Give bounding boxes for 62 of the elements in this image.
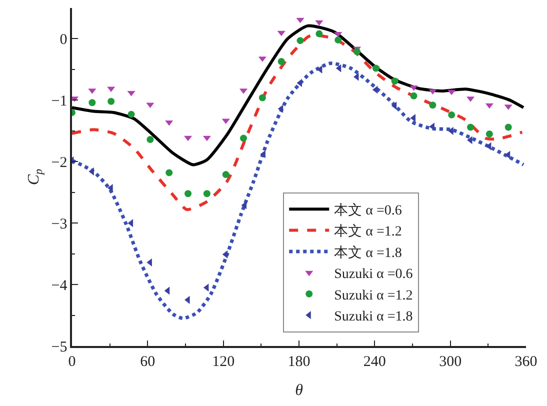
point xyxy=(240,134,248,142)
y-tick-label: −4 xyxy=(51,278,68,294)
point xyxy=(372,86,378,94)
point xyxy=(504,124,512,131)
point xyxy=(296,37,304,44)
point xyxy=(334,36,342,44)
y-tick-label: −1 xyxy=(51,93,68,110)
point xyxy=(467,124,474,131)
y-tick-label: −3 xyxy=(51,216,68,232)
legend-label: 本文 α =1.2 xyxy=(334,224,402,240)
point xyxy=(146,136,154,144)
y-tick-label: −5 xyxy=(51,339,68,356)
point xyxy=(88,99,96,106)
point xyxy=(258,94,266,102)
point xyxy=(448,90,456,96)
point xyxy=(354,48,361,56)
point xyxy=(203,190,210,198)
point xyxy=(107,86,116,92)
point xyxy=(222,250,228,258)
x-tick-label: 180 xyxy=(288,354,310,370)
x-tick-label: 300 xyxy=(439,354,462,370)
point xyxy=(485,103,494,109)
x-tick-label: 240 xyxy=(363,354,386,370)
line-series xyxy=(72,62,526,320)
point xyxy=(202,136,211,142)
point xyxy=(336,64,342,72)
point xyxy=(72,96,79,102)
legend-label: 本文 α =1.8 xyxy=(334,244,402,261)
y-tick-label: 0 xyxy=(60,32,68,48)
point xyxy=(486,142,492,150)
point xyxy=(316,65,322,74)
point xyxy=(222,171,230,178)
point xyxy=(241,201,247,210)
point xyxy=(278,104,284,113)
point xyxy=(166,169,173,176)
point xyxy=(486,130,493,138)
point xyxy=(128,110,135,118)
x-tick-label: 120 xyxy=(212,354,235,370)
point xyxy=(164,286,170,295)
line-series xyxy=(72,24,525,166)
point xyxy=(108,98,115,105)
x-tick-label: 60 xyxy=(140,354,156,370)
point xyxy=(278,58,285,65)
point xyxy=(316,30,323,38)
legend-label: 本文 α =0.6 xyxy=(334,202,402,219)
point xyxy=(391,102,397,110)
point xyxy=(429,102,436,109)
point xyxy=(277,30,286,36)
point xyxy=(296,18,304,24)
legend-label: Suzuki α =0.6 xyxy=(334,267,413,282)
y-tick-label: −2 xyxy=(51,154,68,171)
x-tick-label: 360 xyxy=(514,354,538,370)
point xyxy=(315,20,324,26)
point xyxy=(504,150,510,159)
legend-label: Suzuki α =1.8 xyxy=(334,310,413,325)
legend-label: Suzuki α =1.2 xyxy=(334,288,413,304)
point xyxy=(184,190,192,198)
point xyxy=(448,111,456,118)
point xyxy=(410,92,418,100)
point xyxy=(203,284,209,292)
x-axis-title: θ xyxy=(295,382,304,399)
point xyxy=(128,219,134,228)
